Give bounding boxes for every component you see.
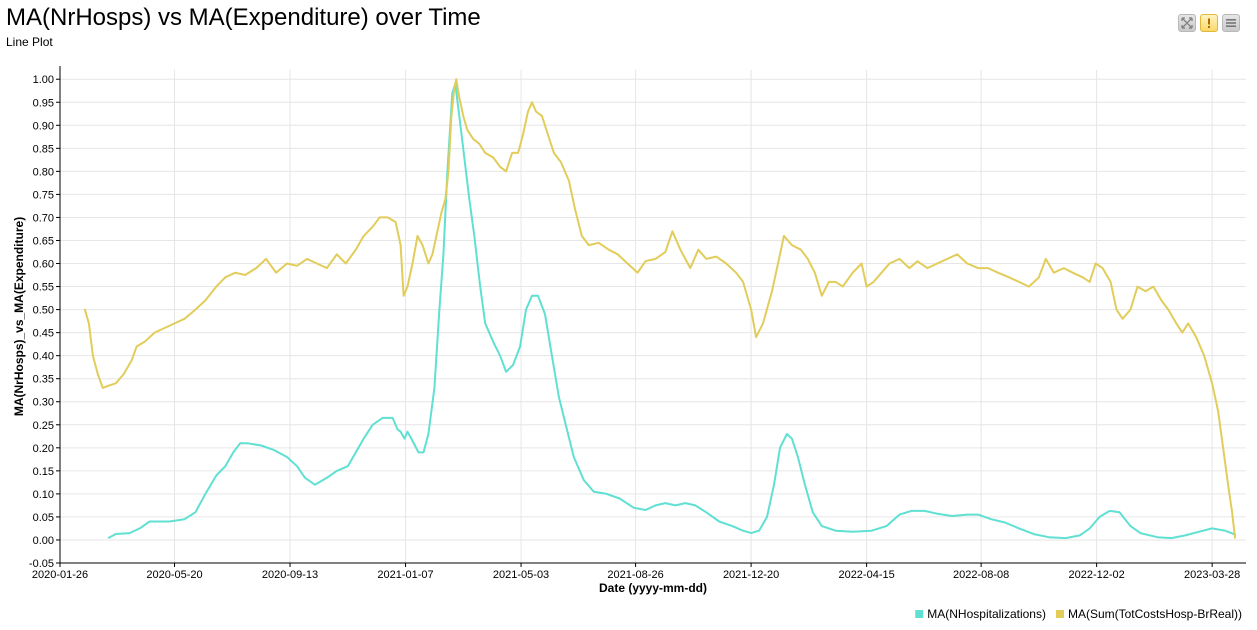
menu-icon	[1226, 19, 1236, 27]
series-line-2	[83, 78, 1236, 539]
y-tick-label: 0.95	[33, 97, 54, 109]
y-tick-label: 0.25	[33, 420, 54, 432]
x-tick-label: 2022-08-08	[953, 569, 1009, 581]
axes: -0.05 0.00 0.05 0.10 0.15 0.20 0.25 0.30 0.35 0.4…	[29, 66, 1246, 581]
x-tick-label: 2021-12-20	[723, 569, 779, 581]
y-tick-label: 0.20	[33, 443, 54, 455]
x-tick-label: 2021-05-03	[493, 569, 549, 581]
fullscreen-button[interactable]	[1178, 14, 1196, 32]
y-tick-label: 0.65	[33, 235, 54, 247]
expand-icon	[1181, 17, 1193, 29]
grid	[59, 70, 1246, 564]
y-tick-label: 0.90	[33, 120, 54, 132]
menu-button[interactable]	[1222, 14, 1240, 32]
warning-button[interactable]	[1200, 14, 1218, 32]
y-tick-label: 0.55	[33, 282, 54, 294]
y-tick-label: 0.85	[33, 143, 54, 155]
y-tick-label: 0.05	[33, 512, 54, 524]
y-tick-label: 0.40	[33, 351, 54, 363]
legend-swatch	[915, 610, 924, 618]
y-tick-label: 0.10	[33, 489, 54, 501]
x-tick-label: 2022-12-02	[1068, 569, 1124, 581]
y-tick-label: 0.60	[33, 259, 54, 271]
y-tick-label: 0.15	[33, 466, 54, 478]
x-tick-label: 2023-03-28	[1184, 569, 1240, 581]
y-tick-label: 0.50	[33, 305, 54, 317]
legend-label: MA(NHospitalizations)	[927, 607, 1046, 621]
legend: MA(Sum(TotCostsHosp-BrReal)) MA(NHospital…	[915, 607, 1242, 621]
y-tick-label: -0.05	[29, 558, 54, 570]
y-tick-label: 0.30	[33, 397, 54, 409]
chart-title: MA(NrHosps) vs MA(Expenditure) over Time	[6, 4, 481, 31]
series-line-1	[107, 82, 1236, 540]
chart-subtitle: Line Plot	[6, 35, 53, 49]
warning-icon	[1208, 18, 1210, 28]
series	[83, 78, 1236, 540]
y-tick-label: 0.80	[33, 166, 54, 178]
y-axis-title: MA(NrHosps)_vs_MA(Expenditure)	[12, 217, 26, 416]
y-tick-label: 0.70	[33, 212, 54, 224]
x-tick-label: 2020-05-20	[146, 569, 202, 581]
y-tick-label: 1.00	[33, 74, 54, 86]
y-tick-label: 0.35	[33, 374, 54, 386]
x-tick-label: 2020-01-26	[32, 569, 88, 581]
y-tick-label: 0.75	[33, 189, 54, 201]
x-axis-title: Date (yyyy-mm-dd)	[599, 581, 707, 595]
x-tick-label: 2022-04-15	[838, 569, 894, 581]
legend-label: MA(Sum(TotCostsHosp-BrReal))	[1068, 607, 1242, 621]
x-tick-label: 2021-01-07	[377, 569, 433, 581]
chart-toolbar	[1178, 14, 1240, 32]
legend-swatch	[1055, 610, 1064, 618]
y-tick-label: 0.45	[33, 328, 54, 340]
x-tick-label: 2020-09-13	[262, 569, 318, 581]
x-tick-label: 2021-08-26	[607, 569, 663, 581]
y-tick-label: 0.00	[33, 535, 54, 547]
